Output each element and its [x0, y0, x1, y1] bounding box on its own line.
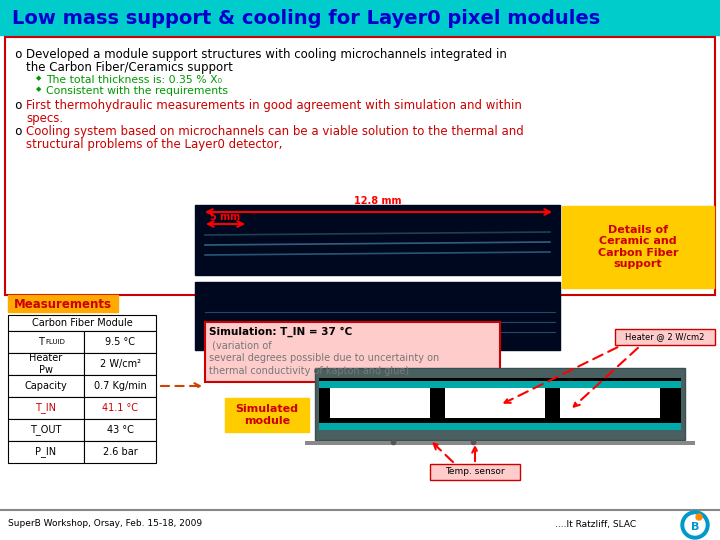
Bar [205, 322, 500, 382]
Text: o: o [14, 48, 22, 61]
Text: 12.8 mm: 12.8 mm [354, 196, 402, 206]
Circle shape [685, 515, 705, 535]
Bar [319, 378, 681, 430]
Text: T_OUT: T_OUT [30, 424, 62, 435]
Text: the Carbon Fiber/Ceramics support: the Carbon Fiber/Ceramics support [26, 61, 233, 74]
Text: ◆: ◆ [36, 86, 41, 92]
Text: 0.7 Kg/min: 0.7 Kg/min [94, 381, 146, 391]
Text: specs.: specs. [26, 112, 63, 125]
Text: Low mass support & cooling for Layer0 pixel modules: Low mass support & cooling for Layer0 pi… [12, 9, 600, 28]
Text: 43 °C: 43 °C [107, 425, 133, 435]
Bar [8, 419, 84, 441]
Bar [84, 419, 156, 441]
Bar [445, 388, 545, 418]
Text: Measurements: Measurements [14, 298, 112, 310]
Bar [8, 315, 156, 331]
Text: o: o [14, 125, 22, 138]
Text: T: T [38, 337, 44, 347]
Text: FLUID: FLUID [45, 339, 65, 345]
Bar [8, 441, 84, 463]
Bar [225, 398, 309, 432]
Text: Cooling system based on microchannels can be a viable solution to the thermal an: Cooling system based on microchannels ca… [26, 125, 523, 138]
Text: P_IN: P_IN [35, 447, 57, 457]
Bar [84, 331, 156, 353]
Text: Simulation: T_IN = 37 °C: Simulation: T_IN = 37 °C [209, 327, 352, 338]
Bar [8, 295, 118, 312]
Text: ◆: ◆ [36, 75, 41, 81]
Text: T_IN: T_IN [35, 402, 56, 414]
Bar [319, 381, 681, 388]
Text: Developed a module support structures with cooling microchannels integrated in: Developed a module support structures wi… [26, 48, 507, 61]
Text: 41.1 °C: 41.1 °C [102, 403, 138, 413]
Bar [430, 464, 520, 480]
Text: Heater
Pw: Heater Pw [30, 353, 63, 375]
Bar [8, 375, 84, 397]
Text: Heater @ 2 W/cm2: Heater @ 2 W/cm2 [625, 333, 705, 341]
Text: The total thickness is: 0.35 % X₀: The total thickness is: 0.35 % X₀ [46, 75, 222, 85]
Text: Capacity: Capacity [24, 381, 68, 391]
Bar [615, 329, 715, 345]
Text: Consistent with the requirements: Consistent with the requirements [46, 86, 228, 96]
Text: Simulated
module: Simulated module [235, 404, 299, 426]
Bar [0, 0, 720, 35]
Text: Details of
Ceramic and
Carbon Fiber
support: Details of Ceramic and Carbon Fiber supp… [598, 225, 678, 269]
Bar [195, 205, 560, 275]
Circle shape [681, 511, 709, 539]
Text: ....lt Ratzliff, SLAC: ....lt Ratzliff, SLAC [555, 519, 636, 529]
Text: 5 mm: 5 mm [210, 212, 240, 222]
Bar [195, 282, 560, 350]
Bar [315, 368, 685, 440]
Bar [5, 37, 715, 295]
Text: Temp. sensor: Temp. sensor [445, 468, 505, 476]
Bar [84, 441, 156, 463]
Text: First thermohydraulic measurements in good agreement with simulation and within: First thermohydraulic measurements in go… [26, 99, 522, 112]
Text: 2 W/cm²: 2 W/cm² [99, 359, 140, 369]
Text: B: B [690, 522, 699, 532]
Bar [8, 397, 84, 419]
Text: Carbon Fiber Module: Carbon Fiber Module [32, 318, 132, 328]
Bar [84, 397, 156, 419]
Text: o: o [14, 99, 22, 112]
Circle shape [696, 514, 702, 520]
Text: 2.6 bar: 2.6 bar [103, 447, 138, 457]
Text: SuperB Workshop, Orsay, Feb. 15-18, 2009: SuperB Workshop, Orsay, Feb. 15-18, 2009 [8, 519, 202, 529]
Bar [84, 375, 156, 397]
Bar [305, 441, 695, 445]
Bar [8, 353, 84, 375]
Bar [330, 388, 430, 418]
Bar [560, 388, 660, 418]
Text: structural problems of the Layer0 detector,: structural problems of the Layer0 detect… [26, 138, 282, 151]
Bar [562, 206, 714, 288]
Bar [84, 353, 156, 375]
Text: 9.5 °C: 9.5 °C [105, 337, 135, 347]
Bar [8, 331, 84, 353]
Text: (variation of
several degrees possible due to uncertainty on
thermal conductivit: (variation of several degrees possible d… [209, 340, 439, 376]
Bar [319, 423, 681, 430]
